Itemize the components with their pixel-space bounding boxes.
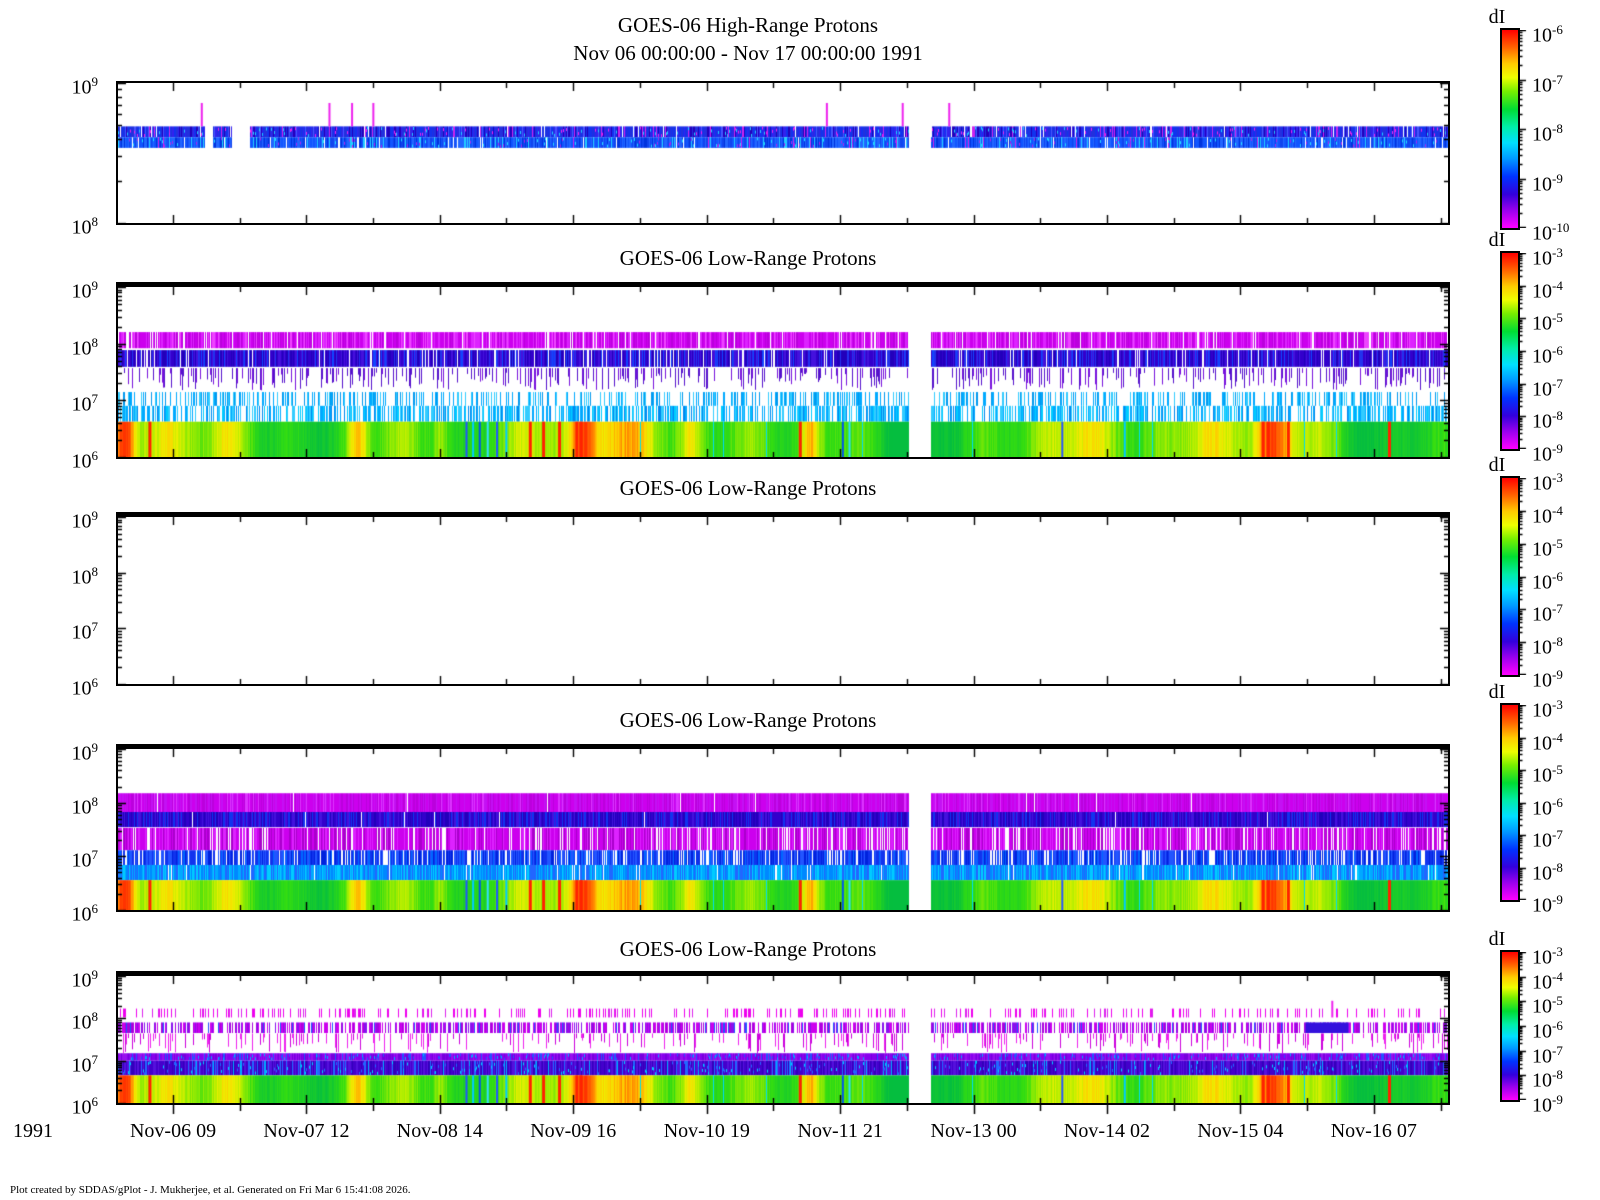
colorbar-tick-label: 10-3 bbox=[1532, 944, 1563, 969]
colorbar-2 bbox=[1500, 251, 1520, 451]
y-axis-tick-label: 106 bbox=[71, 448, 99, 473]
colorbar-tick-label: 10-7 bbox=[1532, 827, 1563, 852]
y-axis-tick-label: 106 bbox=[71, 1094, 99, 1119]
colorbar-tick-label: 10-3 bbox=[1532, 470, 1563, 495]
colorbar-title: dI bbox=[1488, 454, 1506, 476]
colorbar-4 bbox=[1500, 703, 1520, 902]
colorbar-tick-label: 10-6 bbox=[1532, 1018, 1563, 1043]
panel-2-title: GOES-06 Low-Range Protons bbox=[619, 246, 877, 270]
y-axis-tick-label: 106 bbox=[71, 675, 99, 700]
colorbar-tick-label: 10-7 bbox=[1532, 1042, 1563, 1068]
y-axis-tick-label: 108 bbox=[71, 563, 99, 589]
x-axis-tick-label: Nov-07 12 bbox=[263, 1120, 350, 1142]
panel-2 bbox=[116, 282, 1450, 459]
panel-5-spectrogram-canvas bbox=[118, 976, 1448, 1103]
y-axis-tick-label: 106 bbox=[71, 901, 99, 926]
x-axis-tick-label: Nov-14 02 bbox=[1063, 1120, 1151, 1142]
x-axis-tick-label: Nov-11 21 bbox=[797, 1120, 883, 1142]
colorbar-tick-label: 10-6 bbox=[1532, 794, 1563, 820]
y-axis-tick-label: 109 bbox=[71, 278, 99, 303]
x-axis-tick-label: Nov-13 00 bbox=[930, 1120, 1017, 1142]
panel-3 bbox=[116, 512, 1450, 686]
colorbar-title: dI bbox=[1488, 229, 1506, 251]
colorbar-tick-label: 10-8 bbox=[1532, 1067, 1563, 1092]
colorbar-title: dI bbox=[1488, 928, 1506, 950]
colorbar-tick-label: 10-5 bbox=[1532, 535, 1563, 561]
colorbar-1-ticks bbox=[1518, 30, 1530, 228]
y-axis-tick-label: 109 bbox=[71, 74, 99, 99]
colorbar-tick-label: 10-5 bbox=[1532, 310, 1563, 335]
x-axis-year-label: 1991 bbox=[13, 1120, 53, 1142]
panel-4-title: GOES-06 Low-Range Protons bbox=[619, 708, 877, 732]
colorbar-tick-label: 10-9 bbox=[1532, 1092, 1563, 1117]
panel-1 bbox=[116, 81, 1450, 225]
colorbar-tick-label: 10-7 bbox=[1532, 601, 1563, 626]
y-axis-tick-label: 108 bbox=[71, 214, 99, 239]
y-axis-tick-label: 109 bbox=[71, 508, 99, 533]
colorbar-title: dI bbox=[1488, 681, 1506, 703]
colorbar-tick-label: 10-3 bbox=[1532, 697, 1563, 722]
colorbar-tick-label: 10-9 bbox=[1532, 441, 1563, 466]
y-axis-tick-label: 108 bbox=[71, 793, 99, 819]
colorbar-tick-label: 10-8 bbox=[1532, 634, 1563, 659]
y-axis-tick-label: 107 bbox=[71, 1051, 99, 1077]
x-axis-outer-ticks bbox=[118, 1105, 1448, 1117]
x-axis-tick-label: Nov-15 04 bbox=[1197, 1120, 1284, 1142]
colorbar-3-ticks bbox=[1518, 478, 1530, 675]
colorbar-4-ticks bbox=[1518, 705, 1530, 900]
panel-5-title: GOES-06 Low-Range Protons bbox=[619, 937, 877, 961]
footer-credit: Plot created by SDDAS/gPlot - J. Mukherj… bbox=[10, 1184, 411, 1196]
colorbar-tick-label: 10-5 bbox=[1532, 993, 1563, 1018]
x-axis-tick-label: Nov-08 14 bbox=[396, 1120, 483, 1142]
panel-5 bbox=[116, 971, 1450, 1105]
colorbar-tick-label: 10-6 bbox=[1532, 343, 1563, 368]
y-axis-tick-label: 109 bbox=[71, 967, 99, 992]
y-axis-tick-label: 109 bbox=[71, 740, 99, 765]
colorbar-tick-label: 10-9 bbox=[1532, 170, 1563, 196]
colorbar-tick-label: 10-4 bbox=[1532, 729, 1563, 755]
panel-2-spectrogram-canvas bbox=[118, 287, 1448, 457]
y-axis-tick-label: 108 bbox=[71, 1009, 99, 1034]
y-axis-tick-label: 107 bbox=[71, 847, 99, 872]
colorbar-5-ticks bbox=[1518, 952, 1530, 1100]
panel-3-title: GOES-06 Low-Range Protons bbox=[619, 476, 877, 500]
x-axis-tick-label: Nov-06 09 bbox=[129, 1120, 217, 1142]
panel-3-spectrogram-canvas bbox=[118, 517, 1448, 684]
colorbar-tick-label: 10-6 bbox=[1532, 568, 1563, 594]
x-axis-tick-label: Nov-10 19 bbox=[663, 1120, 750, 1142]
y-axis-tick-label: 108 bbox=[71, 334, 99, 360]
y-axis-tick-label: 107 bbox=[71, 391, 99, 416]
colorbar-title: dI bbox=[1488, 6, 1506, 28]
colorbar-2-ticks bbox=[1518, 253, 1530, 449]
panel-4-spectrogram-canvas bbox=[118, 749, 1448, 910]
colorbar-tick-label: 10-8 bbox=[1532, 121, 1563, 146]
panel-1-spectrogram-canvas bbox=[118, 83, 1448, 223]
colorbar-5 bbox=[1500, 950, 1520, 1102]
x-axis-tick-label: Nov-16 07 bbox=[1330, 1120, 1417, 1142]
colorbar-tick-label: 10-4 bbox=[1532, 968, 1563, 994]
colorbar-tick-label: 10-8 bbox=[1532, 408, 1563, 433]
colorbar-tick-label: 10-8 bbox=[1532, 859, 1563, 885]
colorbar-tick-label: 10-9 bbox=[1532, 892, 1563, 917]
panel-4 bbox=[116, 744, 1450, 912]
colorbar-tick-label: 10-9 bbox=[1532, 667, 1563, 692]
colorbar-3 bbox=[1500, 476, 1520, 677]
figure-subtitle: Nov 06 00:00:00 - Nov 17 00:00:00 1991 bbox=[573, 41, 923, 65]
colorbar-1 bbox=[1500, 28, 1520, 230]
figure-title: GOES-06 High-Range Protons bbox=[617, 13, 879, 37]
colorbar-tick-label: 10-6 bbox=[1532, 22, 1563, 47]
colorbar-tick-label: 10-4 bbox=[1532, 502, 1563, 528]
colorbar-tick-label: 10-4 bbox=[1532, 277, 1563, 303]
colorbar-tick-label: 10-3 bbox=[1532, 245, 1563, 270]
colorbar-tick-label: 10-5 bbox=[1532, 762, 1563, 787]
colorbar-tick-label: 10-10 bbox=[1532, 220, 1570, 245]
colorbar-tick-label: 10-7 bbox=[1532, 71, 1563, 97]
x-axis-tick-label: Nov-09 16 bbox=[530, 1120, 617, 1142]
colorbar-tick-label: 10-7 bbox=[1532, 375, 1563, 401]
y-axis-tick-label: 107 bbox=[71, 619, 99, 644]
